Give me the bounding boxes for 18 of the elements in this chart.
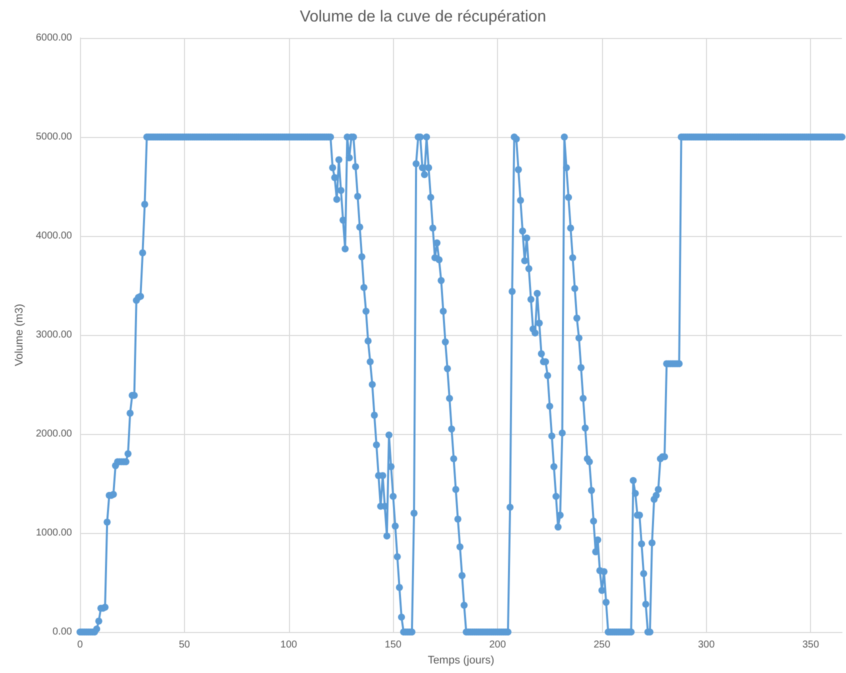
x-tick-label: 50 <box>178 640 190 650</box>
x-tick-label: 150 <box>384 640 402 650</box>
y-tick-label: 0.00 <box>52 626 72 638</box>
y-tick-label: 5000.00 <box>36 132 72 142</box>
x-tick-label: 100 <box>280 640 298 650</box>
x-tick-label: 250 <box>594 640 611 650</box>
x-tick-label: 0 <box>77 640 84 650</box>
chart-title: Volume de la cuve de récupération <box>300 8 546 26</box>
y-tick-label: 1000.00 <box>36 528 72 538</box>
x-axis-title: Temps (jours) <box>428 654 494 666</box>
x-tick-label: 350 <box>802 640 820 650</box>
y-tick-label: 4000.00 <box>36 230 72 242</box>
y-tick-label: 6000.00 <box>36 32 72 44</box>
x-tick-label: 200 <box>489 640 506 650</box>
y-tick-label: 3000.00 <box>36 330 72 340</box>
y-axis-title: Volume (m3) <box>13 304 26 366</box>
x-tick-label: 300 <box>698 640 716 650</box>
y-tick-label: 2000.00 <box>36 428 72 440</box>
